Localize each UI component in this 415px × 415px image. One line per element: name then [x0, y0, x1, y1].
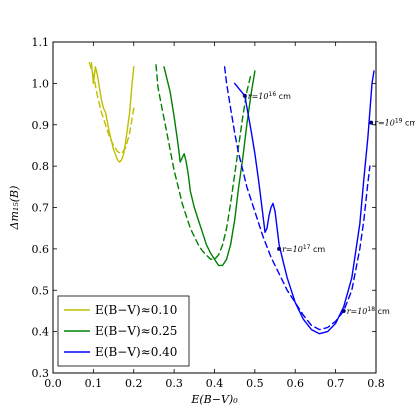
x-axis-label: E(B−V)₀ [190, 393, 238, 406]
x-tick-label: 0.5 [246, 377, 264, 390]
x-tick-label: 0.2 [125, 377, 143, 390]
y-tick-label: 1.0 [32, 77, 50, 90]
y-tick-label: 0.6 [32, 243, 50, 256]
axis-labels: E(B−V)₀ Δm₁₅(B) [8, 186, 238, 406]
radius-marker [242, 93, 247, 98]
series-line-2-solid [163, 66, 256, 267]
x-tick-label: 0.6 [287, 377, 305, 390]
y-tick-label: 0.9 [32, 119, 50, 132]
legend-label: E(B−V)≈0.25 [95, 324, 177, 338]
radius-annotation: r=1018 cm [347, 306, 390, 316]
radius-annotation: r=1016 cm [248, 91, 291, 101]
x-tick-label: 0.3 [165, 377, 183, 390]
x-tick-label: 0.1 [85, 377, 103, 390]
y-tick-label: 0.3 [32, 367, 50, 380]
ticks: 0.0 0.1 0.2 0.3 0.4 0.5 0.6 0.7 0.8 0.3 0.4 0.5 0.6 0… [32, 36, 385, 390]
x-tick-label: 0.0 [44, 377, 62, 390]
y-tick-label: 0.4 [32, 326, 50, 339]
radius-marker [369, 120, 374, 125]
y-tick-label: 1.1 [32, 36, 50, 49]
annotations: r=1016 cm r=1017 cm r=1018 cm r=1019 cm [242, 91, 415, 316]
legend-label: E(B−V)≈0.10 [95, 303, 177, 317]
radius-annotation: r=1019 cm [374, 118, 415, 128]
legend-label: E(B−V)≈0.40 [95, 345, 177, 359]
series-line-3-dashed [223, 66, 371, 331]
series-line-2-dashed [155, 64, 252, 260]
y-axis-label: Δm₁₅(B) [8, 186, 21, 231]
legend: E(B−V)≈0.10 E(B−V)≈0.25 E(B−V)≈0.40 [57, 295, 190, 367]
y-tick-label: 0.8 [32, 160, 50, 173]
y-tick-label: 0.5 [32, 284, 50, 297]
x-tick-label: 0.8 [367, 377, 385, 390]
radius-annotation: r=1017 cm [282, 244, 325, 254]
x-tick-label: 0.7 [327, 377, 345, 390]
series-line-3-solid [234, 70, 375, 335]
plot-area [88, 62, 375, 335]
series-line-1-dashed [88, 62, 135, 155]
x-tick-label: 0.4 [206, 377, 224, 390]
radius-marker [277, 246, 282, 251]
y-tick-label: 0.7 [32, 202, 50, 215]
radius-marker [341, 308, 346, 313]
